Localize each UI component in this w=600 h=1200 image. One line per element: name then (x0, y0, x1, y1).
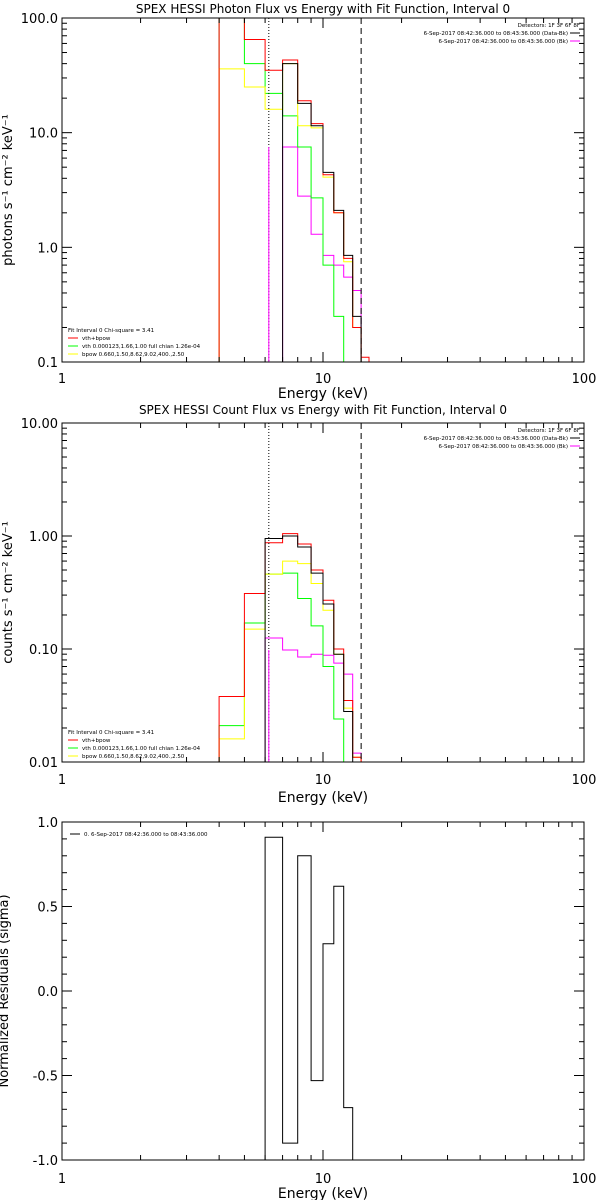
x-tick-label: 100 (572, 773, 597, 788)
legend-text: vth+bpow (82, 336, 111, 342)
x-tick-label: 10 (315, 773, 332, 788)
series-bpow (218, 560, 362, 762)
legend-top-right: Detectors: 1F 3F 6F 8F 6-Sep-2017 08:42:3… (424, 428, 580, 450)
legend-text: 6-Sep-2017 08:42:36.000 to 08:43:36.000 … (439, 39, 569, 45)
legend-text: vth+bpow (82, 738, 111, 744)
series-bk (282, 146, 362, 362)
y-tick-label: 0.10 (29, 643, 58, 658)
y-tick-label: 0.0 (37, 985, 58, 1000)
x-tick-label: 1 (58, 1172, 66, 1187)
y-tick-label: 1.0 (37, 816, 58, 831)
y-tick-label: 10.00 (21, 417, 58, 432)
x-tick-label: 1 (58, 372, 66, 387)
x-axis-label: Energy (keV) (278, 790, 368, 806)
series-vth (218, 18, 353, 362)
legend-text: 6-Sep-2017 08:42:36.000 to 08:43:36.000 … (439, 444, 569, 450)
legend-text: 6-Sep-2017 08:42:36.000 to 08:43:36.000 … (424, 31, 568, 37)
y-axis-label: photons s⁻¹ cm⁻² keV⁻¹ (1, 114, 16, 266)
y-tick-label: -0.5 (33, 1070, 58, 1085)
series-total (218, 18, 370, 362)
y-tick-label: -1.0 (33, 1154, 58, 1169)
series-data (282, 63, 362, 362)
legend-bottom-left: Fit Interval 0 Chi-square = 3.41 vth+bpow… (68, 730, 201, 760)
legend-text: 0. 6-Sep-2017 08:42:36.000 to 08:43:36.0… (84, 832, 208, 838)
series-vth (218, 572, 353, 762)
chart-panel-2: SPEX HESSI Count Flux vs Energy with Fit… (1, 403, 596, 806)
y-axis-label: counts s⁻¹ cm⁻² keV⁻¹ (1, 521, 16, 664)
legend-text: bpow 0.660,1.50,8.62,9.02,400.,2.50 (82, 352, 185, 358)
y-tick-label: 0.5 (37, 901, 58, 916)
x-axis-label: Energy (keV) (278, 1186, 368, 1200)
y-tick-label: 0.01 (29, 756, 58, 771)
chart-title: SPEX HESSI Count Flux vs Energy with Fit… (139, 403, 507, 417)
chart-panel-3: 1 10 100 Energy (keV) -1.0 -0.5 0.0 0.5 1.0 Norma… (0, 816, 596, 1200)
legend-text: 6-Sep-2017 08:42:36.000 to 08:43:36.000 … (424, 436, 568, 442)
x-tick-label: 1 (58, 773, 66, 788)
legend-top-left: 0. 6-Sep-2017 08:42:36.000 to 08:43:36.0… (70, 832, 208, 838)
axes-frame (61, 17, 585, 363)
y-axis-label: Normalized Residuals (sigma) (0, 894, 12, 1087)
y-tick-label: 1.0 (37, 241, 58, 256)
series-total (218, 533, 362, 762)
legend-top-right: Detectors: 1F 3F 6F 8F 6-Sep-2017 08:42:3… (424, 23, 580, 45)
plot-area (218, 18, 370, 362)
x-tick-label: 10 (315, 1172, 332, 1187)
series-bpow (218, 63, 369, 362)
y-tick-label: 1.00 (29, 530, 58, 545)
plot-area (264, 836, 362, 1160)
legend-bottom-left: Fit Interval 0 Chi-square = 3.41 vth+bpow… (68, 328, 201, 358)
legend-text: Fit Interval 0 Chi-square = 3.41 (68, 730, 154, 736)
x-tick-label: 10 (315, 372, 332, 387)
x-axis-label: Energy (keV) (278, 386, 368, 402)
legend-text: bpow 0.660,1.50,8.62,9.02,400.,2.50 (82, 754, 185, 760)
legend-text: Detectors: 1F 3F 6F 8F (518, 23, 580, 29)
plot-area (218, 533, 362, 762)
legend-text: Detectors: 1F 3F 6F 8F (518, 428, 580, 434)
series-data (264, 535, 354, 762)
series-residuals (264, 836, 362, 1160)
legend-text: vth 0.000123,1.66,1.00 full chian 1.26e-… (82, 746, 201, 752)
y-tick-label: 100.0 (21, 12, 58, 27)
x-tick-label: 100 (572, 372, 597, 387)
y-tick-label: 10.0 (29, 127, 58, 142)
x-tick-label: 100 (572, 1172, 597, 1187)
legend-text: vth 0.000123,1.66,1.00 full chian 1.26e-… (82, 344, 201, 350)
legend-text: Fit Interval 0 Chi-square = 3.41 (68, 328, 154, 334)
chart-title: SPEX HESSI Photon Flux vs Energy with Fi… (136, 2, 510, 16)
y-tick-label: 0.1 (37, 356, 58, 371)
chart-panel-1: SPEX HESSI Photon Flux vs Energy with Fi… (1, 2, 596, 402)
